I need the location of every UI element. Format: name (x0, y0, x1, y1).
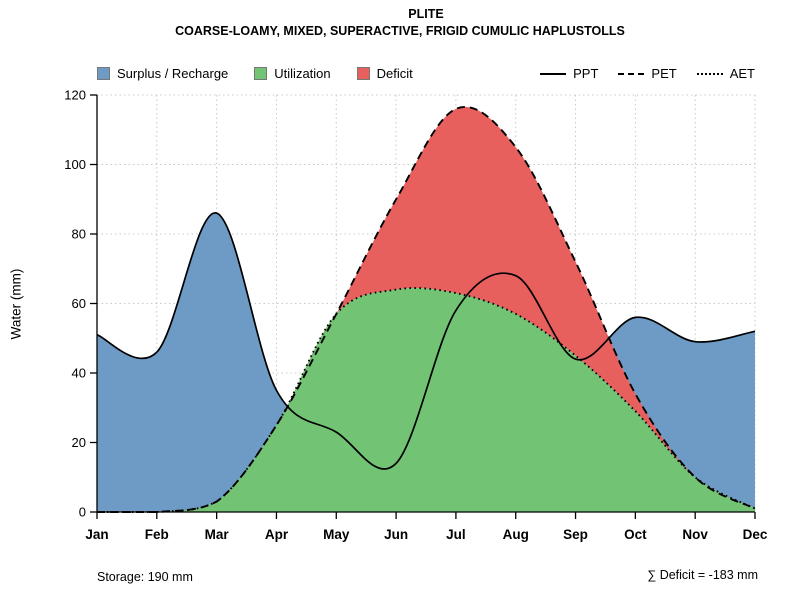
chart-title: PLITE (408, 7, 444, 21)
svg-text:Mar: Mar (205, 527, 230, 542)
legend-item-pet: PET (618, 66, 677, 81)
solid-line-icon (540, 72, 567, 75)
svg-text:Aug: Aug (503, 527, 529, 542)
legend-area-group: Surplus / Recharge Utilization Deficit (97, 66, 413, 81)
legend-label-surplus: Surplus / Recharge (117, 66, 229, 81)
svg-text:120: 120 (64, 88, 86, 103)
svg-text:Oct: Oct (624, 527, 647, 542)
legend-label-deficit: Deficit (376, 66, 413, 81)
svg-text:60: 60 (72, 296, 86, 311)
legend-item-utilization: Utilization (254, 66, 331, 81)
svg-text:May: May (323, 527, 350, 542)
legend-item-aet: AET (696, 66, 755, 81)
legend-label-utilization: Utilization (274, 66, 331, 81)
dotted-line-icon (696, 72, 723, 75)
svg-text:Dec: Dec (743, 527, 768, 542)
svg-text:20: 20 (72, 435, 86, 450)
deficit-swatch-icon (356, 67, 370, 80)
dashed-line-icon (618, 72, 645, 75)
storage-note: Storage: 190 mm (97, 570, 193, 584)
svg-text:80: 80 (72, 227, 86, 242)
chart-subtitle: COARSE-LOAMY, MIXED, SUPERACTIVE, FRIGID… (175, 24, 625, 38)
svg-text:Jul: Jul (446, 527, 466, 542)
svg-text:Feb: Feb (145, 527, 169, 542)
svg-text:Jan: Jan (85, 527, 108, 542)
svg-text:Nov: Nov (682, 527, 708, 542)
legend-label-aet: AET (729, 66, 755, 81)
surplus-swatch-icon (97, 67, 110, 80)
legend-label-pet: PET (651, 66, 677, 81)
svg-text:Sep: Sep (563, 527, 588, 542)
legend-item-deficit: Deficit (356, 66, 413, 81)
svg-text:0: 0 (79, 505, 86, 520)
svg-text:Apr: Apr (265, 527, 289, 542)
utilization-swatch-icon (254, 67, 268, 80)
svg-text:Jun: Jun (384, 527, 408, 542)
legend-item-ppt: PPT (540, 66, 598, 81)
svg-text:40: 40 (72, 366, 86, 381)
svg-text:100: 100 (64, 157, 86, 172)
sum-deficit-note: ∑ Deficit = -183 mm (647, 568, 758, 582)
legend: Surplus / Recharge Utilization Deficit P… (97, 66, 755, 81)
legend-label-ppt: PPT (573, 66, 599, 81)
legend-line-group: PPT PET AET (540, 66, 755, 81)
legend-item-surplus: Surplus / Recharge (97, 66, 228, 81)
